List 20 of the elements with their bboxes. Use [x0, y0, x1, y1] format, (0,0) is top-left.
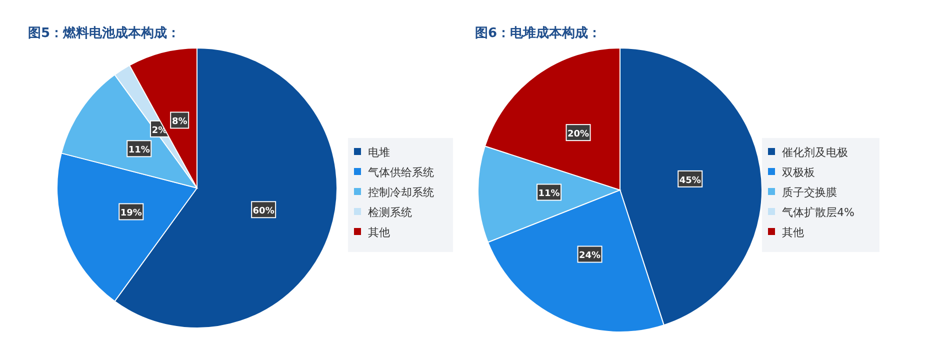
chart-title: 图6：电堆成本构成： — [475, 26, 602, 41]
data-label: 45% — [679, 176, 701, 186]
chart-title: 图5：燃料电池成本构成： — [28, 26, 180, 41]
data-label: 11% — [538, 189, 560, 200]
data-label: 19% — [120, 208, 142, 219]
data-label: 8% — [172, 117, 188, 128]
data-label: 20% — [567, 130, 590, 140]
legend-label: 其他 — [368, 226, 390, 239]
legend-label: 电堆 — [368, 146, 390, 159]
data-label: 60% — [252, 206, 274, 217]
legend-label: 其他 — [782, 226, 804, 239]
legend-label: 气体扩散层4% — [782, 206, 854, 219]
legend-label: 双极板 — [782, 166, 815, 179]
legend-label: 催化剂及电极 — [782, 146, 848, 159]
legend-label: 气体供给系统 — [368, 166, 434, 179]
legend-label: 质子交换膜 — [782, 186, 837, 199]
data-label: 24% — [578, 251, 601, 262]
legend-label: 检测系统 — [368, 206, 412, 219]
legend-label: 控制冷却系统 — [368, 186, 434, 199]
data-label: 11% — [128, 146, 150, 156]
